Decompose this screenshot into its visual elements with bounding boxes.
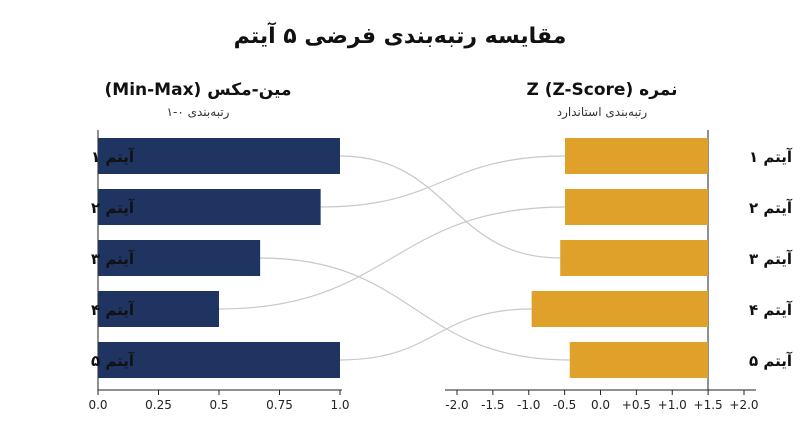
zscore-x-tick-label: -2.0: [445, 398, 468, 412]
connector-line: [218, 206, 566, 310]
zscore-bar: [565, 189, 708, 225]
minmax-x-tick-label: 0.5: [209, 398, 228, 412]
zscore-x-tick-label: +1.5: [694, 398, 723, 412]
minmax-panel-subtitle: رتبه‌بندی ۰-۱: [166, 105, 230, 119]
minmax-panel-title: مین-مکس (Min-Max): [104, 80, 292, 100]
minmax-category-label: آیتم ۵: [91, 352, 135, 370]
connector-line: [339, 308, 532, 361]
zscore-bar: [560, 240, 708, 276]
zscore-x-tick-label: -1.5: [481, 398, 504, 412]
zscore-bar: [531, 291, 708, 327]
minmax-bar: [98, 138, 340, 174]
minmax-category-label: آیتم ۱: [91, 148, 135, 166]
chart-title: مقایسه رتبه‌بندی فرضی ۵ آیتم: [233, 24, 567, 49]
minmax-x-tick-label: 0.0: [88, 398, 107, 412]
minmax-bar: [98, 291, 219, 327]
zscore-category-label: آیتم ۱: [749, 148, 793, 166]
connector-lines: [218, 155, 570, 361]
zscore-panel-title: نمره Z (Z-Score): [526, 80, 678, 100]
zscore-x-tick-label: 0.0: [591, 398, 610, 412]
zscore-x-tick-label: +1.0: [658, 398, 687, 412]
zscore-category-label: آیتم ۳: [749, 250, 793, 268]
minmax-category-label: آیتم ۲: [91, 199, 135, 217]
zscore-x-tick-label: -1.0: [517, 398, 540, 412]
zscore-category-label: آیتم ۵: [749, 352, 793, 370]
zscore-x-tick-label: +2.0: [729, 398, 758, 412]
minmax-x-tick-label: 0.25: [145, 398, 172, 412]
connector-line: [320, 155, 566, 208]
minmax-bar: [98, 240, 261, 276]
minmax-x-tick-label: 0.75: [266, 398, 293, 412]
minmax-category-label: آیتم ۳: [91, 250, 135, 268]
zscore-bar: [565, 138, 708, 174]
zscore-category-label: آیتم ۲: [749, 199, 793, 217]
zscore-panel-subtitle: رتبه‌بندی استاندارد: [556, 105, 648, 119]
zscore-bar: [569, 342, 708, 378]
minmax-bar: [98, 189, 321, 225]
zscore-category-label: آیتم ۴: [749, 301, 793, 319]
zscore-bar-chart: آیتم ۱ آیتم ۲ آیتم ۳ آیتم ۴ آیتم ۵ -2.0 -1.5 -1…: [445, 130, 793, 412]
zscore-x-tick-label: -0.5: [553, 398, 576, 412]
minmax-bar: [98, 342, 340, 378]
minmax-x-tick-label: 1.0: [330, 398, 349, 412]
minmax-category-label: آیتم ۴: [91, 301, 135, 319]
zscore-x-tick-label: +0.5: [622, 398, 651, 412]
minmax-bar-chart: آیتم ۱ آیتم ۲ آیتم ۳ آیتم ۴ آیتم ۵ 0.0 0.25 0.5…: [88, 130, 350, 412]
connector-line: [260, 257, 570, 361]
connector-line: [339, 155, 561, 259]
